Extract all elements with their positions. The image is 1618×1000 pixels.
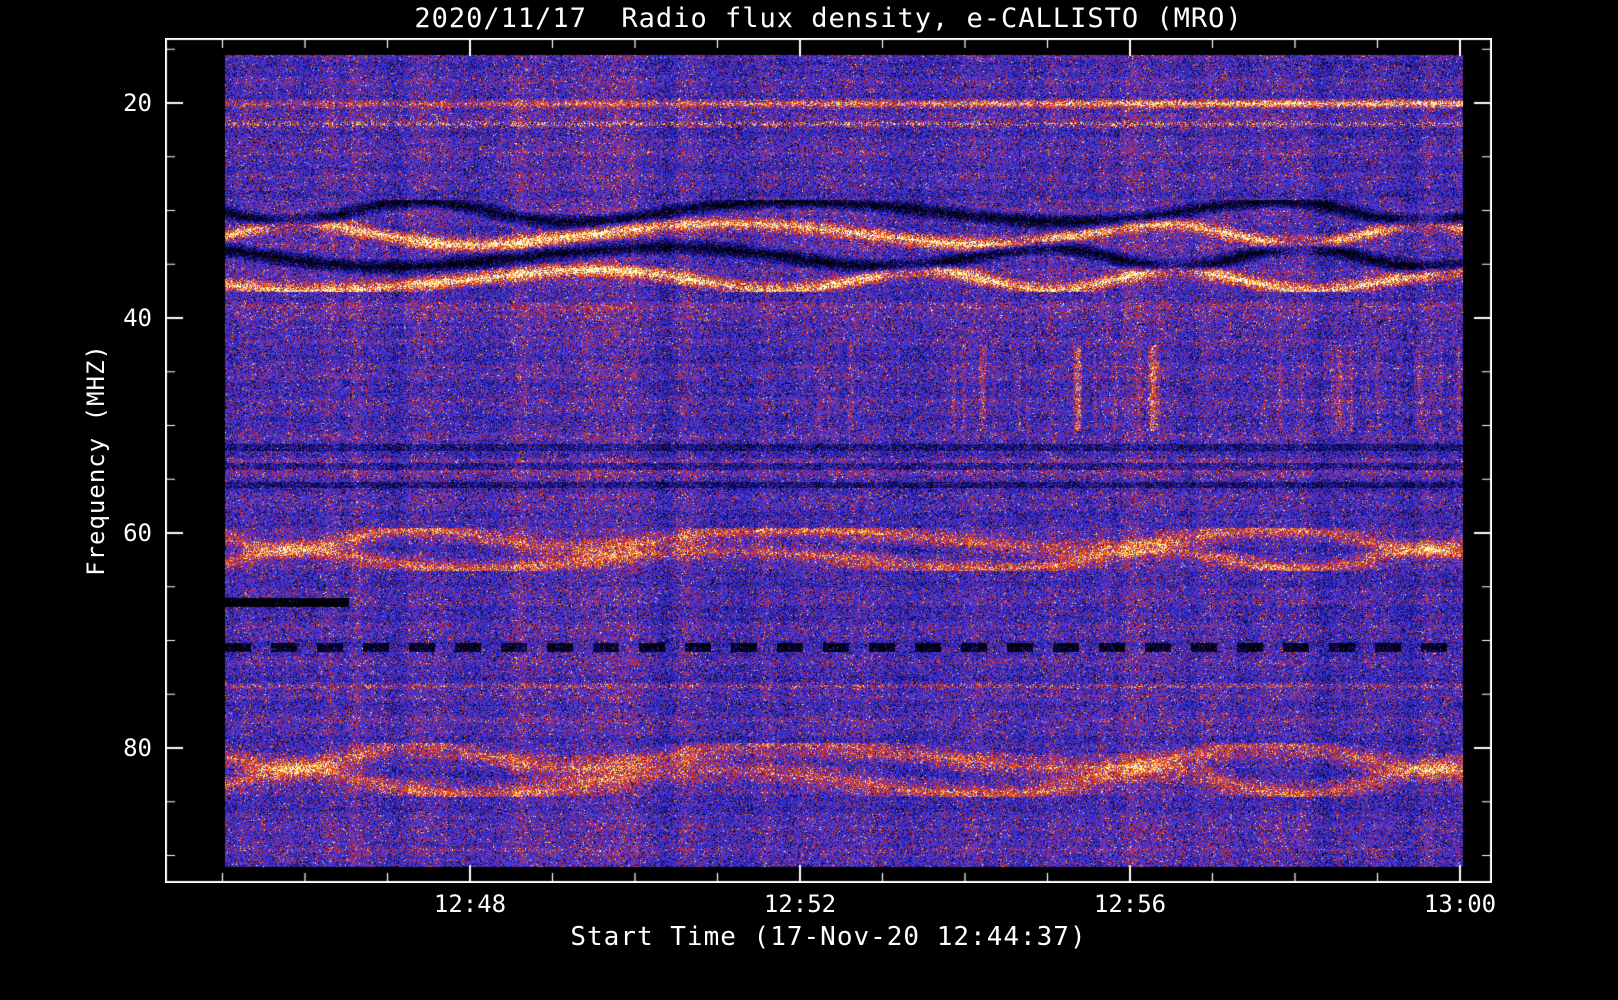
x-axis-label: Start Time (17-Nov-20 12:44:37): [570, 922, 1087, 952]
spectrogram-plot: [165, 38, 1492, 883]
y-tick-label-60: 60: [123, 519, 152, 547]
x-tick-label-1300: 13:00: [1423, 890, 1497, 918]
x-tick-label-1256: 12:56: [1093, 890, 1167, 918]
x-tick-label-1252: 12:52: [763, 890, 837, 918]
page-title: 2020/11/17 Radio flux density, e-CALLIST…: [414, 3, 1243, 34]
y-tick-label-40: 40: [123, 304, 152, 332]
y-tick-label-20: 20: [123, 89, 152, 117]
y-tick-label-80: 80: [123, 734, 152, 762]
x-tick-label-1248: 12:48: [433, 890, 507, 918]
